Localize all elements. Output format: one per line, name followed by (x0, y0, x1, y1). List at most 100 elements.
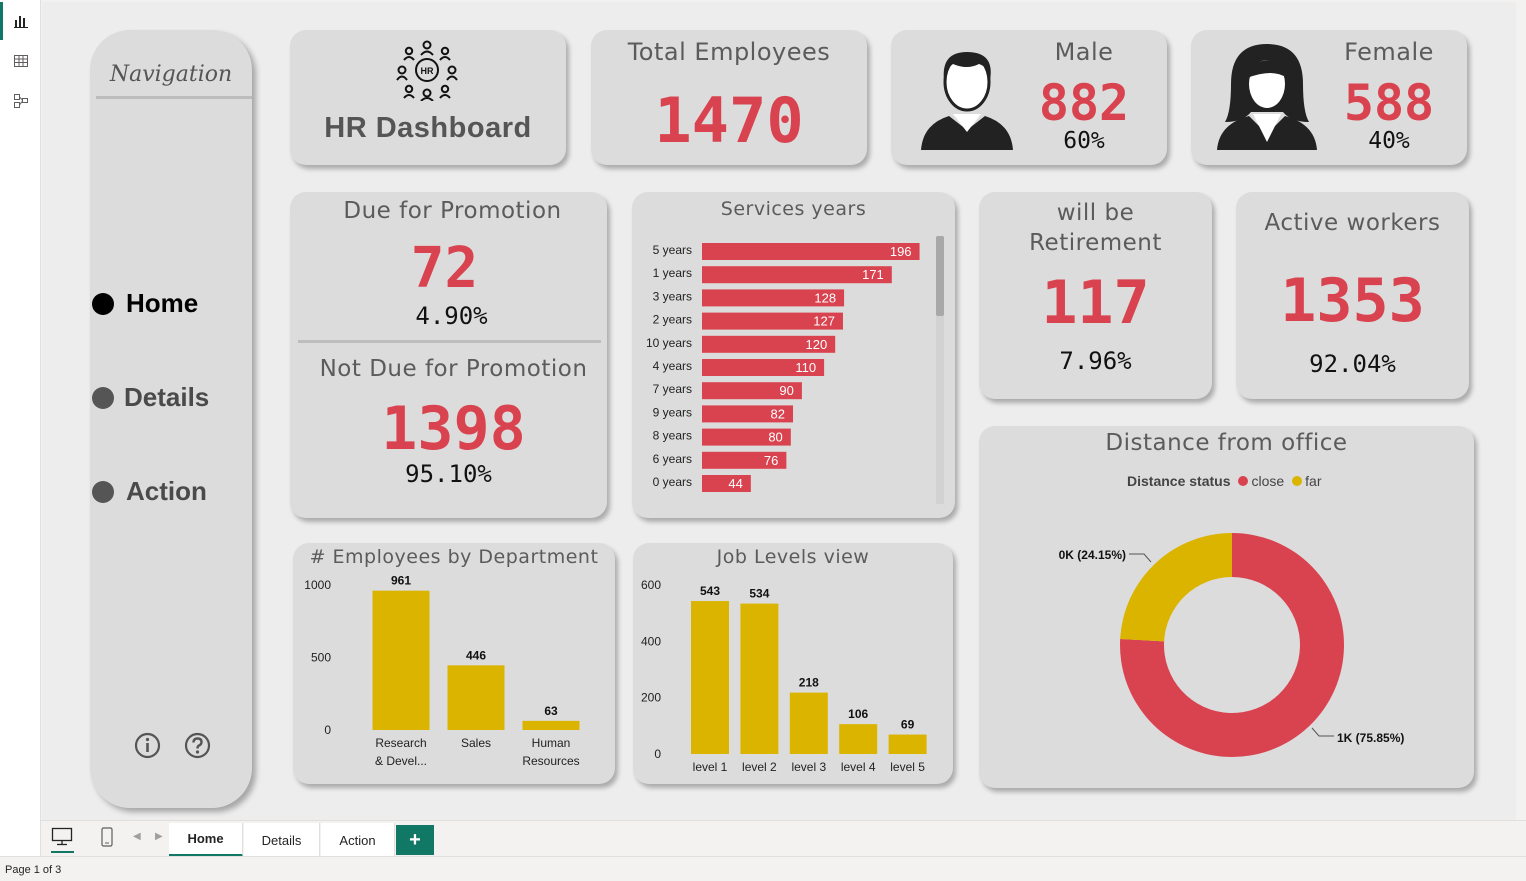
service-bar (702, 335, 836, 353)
far-label-leader (1129, 553, 1152, 563)
service-bar-value: 196 (890, 244, 912, 259)
status-bar: Page 1 of 3 (0, 856, 1526, 881)
service-category-label: 10 years (646, 336, 692, 350)
nav-item-details[interactable]: Details (92, 382, 209, 413)
female-avatar-icon (1213, 42, 1321, 154)
service-bar-value: 80 (768, 430, 782, 445)
navigation-title: Navigation (109, 62, 233, 87)
navigation-panel: Navigation Home Details Action (90, 30, 252, 808)
rail-active-indicator (0, 2, 3, 40)
service-category-label: 7 years (653, 382, 692, 396)
female-card: Female 588 40% (1191, 30, 1467, 165)
report-view-icon[interactable] (10, 10, 32, 32)
job-level-bar (691, 601, 729, 754)
distance-donut-chart: 1K (75.85%) 0K (24.15%) (1059, 533, 1404, 757)
distance-card: Distance from office Distance status clo… (979, 426, 1474, 788)
department-bar-value: 63 (544, 704, 558, 718)
active-workers-card: Active workers 1353 92.04% (1236, 192, 1469, 399)
department-y-tick: 0 (324, 723, 331, 737)
close-legend-dot-icon (1238, 476, 1249, 486)
total-employees-card: Total Employees 1470 (591, 30, 867, 165)
services-years-chart: 5 years 196 1 years 171 3 years 128 2 years 127… (646, 243, 920, 492)
service-bar (702, 243, 920, 260)
job-level-bar (789, 692, 828, 754)
page-tab-bar: ◀ ▶ Home Details Action + (41, 820, 1526, 857)
promotion-card: Due for Promotion 72 4.90% Not Due for P… (290, 192, 607, 518)
job-levels-card: Job Levels view 0 200 400 600 543 level 1 534 l… (633, 543, 953, 784)
department-bar-value: 446 (466, 648, 486, 662)
female-percentage: 40% (1368, 128, 1410, 154)
service-bar-value: 90 (779, 383, 793, 398)
mobile-layout-icon[interactable] (101, 827, 113, 851)
help-icon[interactable] (184, 732, 211, 763)
job-level-y-tick: 200 (641, 691, 661, 705)
nav-item-home-label: Home (126, 288, 199, 318)
department-category-label: Sales (461, 736, 491, 750)
services-scrollbar[interactable] (936, 236, 944, 504)
job-level-y-tick: 600 (641, 578, 661, 592)
services-years-title: Services years (720, 198, 867, 220)
nav-item-home[interactable]: Home (92, 288, 198, 319)
add-page-button[interactable]: + (396, 825, 434, 855)
service-category-label: 3 years (653, 289, 692, 303)
job-level-bar-value: 218 (799, 676, 819, 690)
scroll-right-icon[interactable]: ▶ (155, 831, 163, 842)
scroll-left-icon[interactable]: ◀ (133, 831, 141, 842)
page-indicator: Page 1 of 3 (5, 864, 62, 876)
legend-close[interactable]: close (1251, 473, 1285, 489)
nav-item-action[interactable]: Action (92, 476, 207, 507)
table-view-icon[interactable] (10, 50, 32, 72)
job-level-y-tick: 400 (641, 634, 661, 648)
distance-legend-title: Distance status (1127, 473, 1231, 489)
legend-far[interactable]: far (1305, 473, 1322, 489)
hr-team-icon: HR (396, 39, 458, 105)
job-level-category-label: level 1 (693, 760, 728, 774)
service-bar-value: 44 (728, 476, 742, 491)
view-rail (0, 0, 41, 856)
job-level-bar (839, 724, 878, 754)
tab-home[interactable]: Home (169, 823, 243, 857)
not-due-promotion-percentage: 95.10% (405, 460, 492, 488)
male-title: Male (1054, 38, 1114, 66)
details-dot-icon (92, 386, 114, 409)
retirement-title-line2: Retirement (1029, 230, 1162, 256)
desktop-layout-icon[interactable] (51, 827, 74, 853)
department-bar-value: 961 (391, 574, 411, 588)
department-bar (447, 665, 505, 730)
services-scroll-thumb[interactable] (936, 236, 944, 316)
department-category-label: Human (532, 736, 571, 750)
service-bar-value: 120 (805, 337, 827, 352)
female-value: 588 (1343, 74, 1435, 132)
service-bar-value: 82 (771, 406, 785, 421)
info-icon[interactable] (134, 732, 161, 763)
job-level-category-label: level 5 (890, 760, 925, 774)
retirement-percentage: 7.96% (1059, 347, 1132, 375)
department-y-tick: 500 (311, 651, 331, 665)
job-level-y-tick: 0 (654, 747, 661, 761)
tab-details[interactable]: Details (244, 823, 320, 857)
employees-by-department-card: # Employees by Department 0 500 1000 961 Res… (293, 543, 615, 784)
action-dot-icon (92, 480, 114, 503)
service-bar (702, 289, 845, 307)
close-slice (1120, 533, 1344, 757)
nav-item-action-label: Action (126, 476, 207, 506)
service-bar (702, 475, 751, 492)
tab-action[interactable]: Action (321, 823, 395, 857)
far-slice (1120, 533, 1232, 642)
model-view-icon[interactable] (10, 90, 32, 112)
service-category-label: 1 years (653, 266, 692, 280)
service-bar-value: 110 (795, 360, 816, 375)
department-y-tick: 1000 (304, 578, 331, 592)
service-bar (702, 428, 791, 446)
retirement-card: will be Retirement 117 7.96% (979, 192, 1212, 399)
due-promotion-title: Due for Promotion (343, 198, 562, 224)
home-dot-icon (92, 292, 114, 315)
job-level-bar-value: 534 (749, 587, 769, 601)
service-bar (702, 451, 787, 469)
svg-text:HR: HR (421, 66, 434, 76)
due-promotion-percentage: 4.90% (415, 302, 488, 330)
retirement-title-line1: will be (1056, 200, 1135, 226)
close-slice-label: 1K (75.85%) (1337, 731, 1404, 745)
department-category-label: Resources (522, 754, 579, 768)
job-level-bar-value: 69 (901, 718, 915, 732)
